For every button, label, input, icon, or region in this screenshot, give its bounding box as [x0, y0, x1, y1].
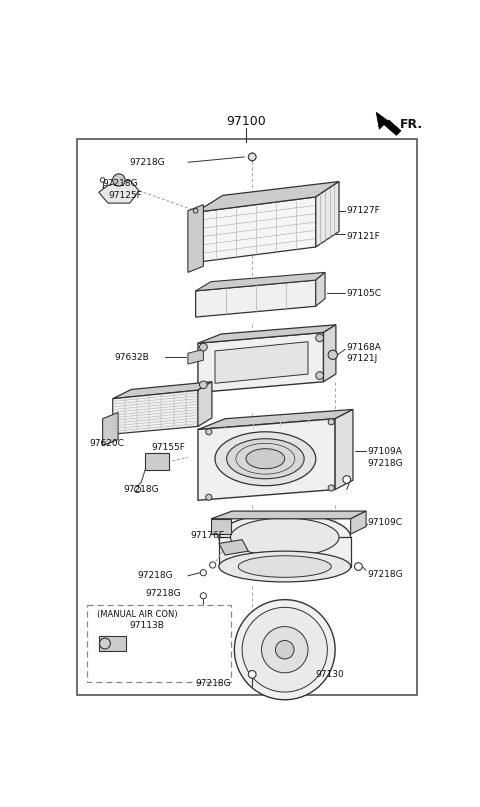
Bar [77, 139, 417, 695]
Text: 97218G: 97218G [196, 679, 231, 688]
Polygon shape [198, 332, 324, 392]
Polygon shape [113, 391, 198, 434]
Polygon shape [198, 409, 353, 429]
Text: 97109A: 97109A [368, 446, 403, 455]
Circle shape [248, 153, 256, 161]
Text: 97121J: 97121J [347, 354, 378, 363]
Polygon shape [196, 273, 325, 291]
Circle shape [206, 429, 212, 435]
Text: 97130: 97130 [316, 670, 345, 679]
Circle shape [242, 608, 327, 692]
Circle shape [210, 562, 216, 568]
Text: 97109C: 97109C [368, 518, 403, 527]
Circle shape [343, 475, 350, 483]
Text: 97100: 97100 [226, 115, 266, 128]
Polygon shape [99, 180, 139, 203]
Ellipse shape [219, 551, 350, 582]
Polygon shape [196, 280, 316, 317]
Circle shape [328, 419, 335, 424]
Polygon shape [211, 511, 366, 519]
Text: 97125F: 97125F [108, 191, 142, 200]
Ellipse shape [230, 518, 339, 557]
Ellipse shape [238, 556, 331, 577]
Text: 97632B: 97632B [114, 353, 149, 362]
Polygon shape [113, 382, 212, 399]
Text: 97176E: 97176E [190, 531, 225, 540]
Ellipse shape [215, 432, 316, 486]
Ellipse shape [227, 439, 304, 479]
Circle shape [200, 381, 207, 389]
Ellipse shape [219, 513, 350, 561]
Polygon shape [219, 537, 350, 567]
Circle shape [193, 208, 198, 213]
Text: 97218G: 97218G [123, 485, 159, 494]
Text: FR.: FR. [399, 118, 422, 131]
Polygon shape [103, 412, 118, 445]
Circle shape [262, 626, 308, 673]
Text: 97620C: 97620C [89, 439, 124, 448]
Text: 97218G: 97218G [368, 570, 403, 579]
Text: 97121F: 97121F [347, 232, 381, 240]
Circle shape [200, 592, 206, 599]
Circle shape [134, 487, 141, 492]
Bar [87, 605, 230, 682]
Text: 97218G: 97218G [130, 158, 166, 167]
Polygon shape [196, 182, 339, 212]
Text: 97218G: 97218G [103, 179, 138, 188]
Text: 97113B: 97113B [130, 621, 165, 629]
Circle shape [234, 600, 335, 700]
Polygon shape [316, 273, 325, 307]
Circle shape [99, 638, 110, 649]
Circle shape [328, 350, 337, 359]
Polygon shape [316, 182, 339, 247]
Circle shape [276, 641, 294, 659]
Ellipse shape [246, 449, 285, 469]
Polygon shape [215, 341, 308, 383]
Circle shape [355, 562, 362, 571]
Circle shape [200, 570, 206, 575]
Text: 97218G: 97218G [137, 571, 173, 580]
Text: 97218G: 97218G [145, 589, 181, 598]
Polygon shape [376, 112, 401, 136]
Polygon shape [188, 205, 204, 273]
Bar [145, 453, 168, 470]
Circle shape [206, 494, 212, 500]
Text: (MANUAL AIR CON): (MANUAL AIR CON) [97, 610, 178, 619]
Circle shape [113, 174, 125, 186]
Circle shape [328, 485, 335, 491]
Text: 97127F: 97127F [347, 207, 381, 215]
Circle shape [316, 372, 324, 379]
Polygon shape [188, 349, 204, 364]
Polygon shape [324, 324, 336, 382]
Text: 97168A: 97168A [347, 343, 382, 353]
Circle shape [200, 343, 207, 351]
Polygon shape [198, 382, 212, 426]
Polygon shape [196, 197, 316, 262]
Circle shape [316, 334, 324, 341]
Polygon shape [219, 540, 248, 555]
Circle shape [100, 178, 105, 182]
Text: 97218G: 97218G [368, 459, 403, 468]
Bar [211, 519, 230, 534]
Polygon shape [198, 419, 335, 500]
Polygon shape [335, 409, 353, 490]
Polygon shape [99, 636, 126, 651]
Text: 97155F: 97155F [152, 443, 185, 452]
Polygon shape [198, 324, 336, 343]
Polygon shape [350, 511, 366, 534]
Circle shape [248, 671, 256, 678]
Text: 97105C: 97105C [347, 289, 382, 298]
